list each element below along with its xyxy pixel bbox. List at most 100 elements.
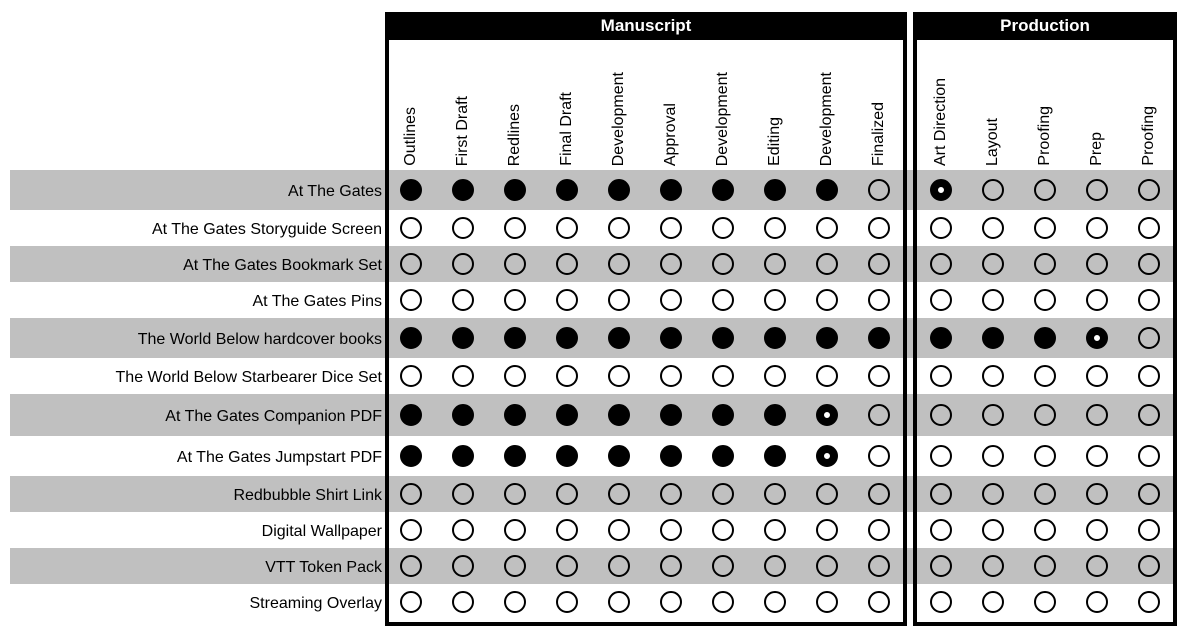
complete-circle-icon bbox=[660, 327, 682, 349]
empty-circle-icon bbox=[982, 179, 1004, 201]
empty-circle-icon bbox=[400, 483, 422, 505]
empty-circle-icon bbox=[504, 365, 526, 387]
empty-circle-icon bbox=[400, 555, 422, 577]
empty-circle-icon bbox=[868, 404, 890, 426]
empty-circle-icon bbox=[452, 519, 474, 541]
empty-circle-icon bbox=[930, 365, 952, 387]
empty-circle-icon bbox=[452, 217, 474, 239]
empty-circle-icon bbox=[1034, 591, 1056, 613]
empty-circle-icon bbox=[504, 591, 526, 613]
empty-circle-icon bbox=[816, 217, 838, 239]
empty-circle-icon bbox=[1034, 289, 1056, 311]
table-row bbox=[10, 476, 1176, 512]
complete-circle-icon bbox=[504, 179, 526, 201]
empty-circle-icon bbox=[1086, 179, 1108, 201]
empty-circle-icon bbox=[1086, 555, 1108, 577]
empty-circle-icon bbox=[982, 253, 1004, 275]
empty-circle-icon bbox=[504, 519, 526, 541]
empty-circle-icon bbox=[1138, 445, 1160, 467]
manuscript-header: Manuscript bbox=[385, 12, 907, 40]
row-label: At The Gates Jumpstart PDF bbox=[176, 449, 382, 466]
column-header-1-0: Art Direction bbox=[932, 77, 949, 166]
empty-circle-icon bbox=[1086, 519, 1108, 541]
empty-circle-icon bbox=[1138, 217, 1160, 239]
column-header-0-3: Final Draft bbox=[558, 92, 575, 166]
complete-circle-icon bbox=[982, 327, 1004, 349]
empty-circle-icon bbox=[608, 365, 630, 387]
empty-circle-icon bbox=[1086, 289, 1108, 311]
complete-circle-icon bbox=[556, 404, 578, 426]
empty-circle-icon bbox=[400, 365, 422, 387]
empty-circle-icon bbox=[1138, 404, 1160, 426]
row-label: The World Below hardcover books bbox=[137, 331, 382, 348]
complete-circle-icon bbox=[400, 445, 422, 467]
empty-circle-icon bbox=[556, 289, 578, 311]
empty-circle-icon bbox=[764, 365, 786, 387]
empty-circle-icon bbox=[1138, 555, 1160, 577]
empty-circle-icon bbox=[816, 289, 838, 311]
empty-circle-icon bbox=[608, 253, 630, 275]
column-header-0-4: Development bbox=[610, 71, 627, 166]
empty-circle-icon bbox=[868, 591, 890, 613]
row-label: At The Gates Companion PDF bbox=[165, 408, 382, 425]
empty-circle-icon bbox=[764, 289, 786, 311]
empty-circle-icon bbox=[1034, 483, 1056, 505]
empty-circle-icon bbox=[982, 483, 1004, 505]
empty-circle-icon bbox=[868, 253, 890, 275]
empty-circle-icon bbox=[1034, 555, 1056, 577]
empty-circle-icon bbox=[400, 519, 422, 541]
table-row bbox=[10, 318, 1176, 358]
row-label: At The Gates Storyguide Screen bbox=[151, 221, 382, 238]
empty-circle-icon bbox=[1138, 289, 1160, 311]
empty-circle-icon bbox=[712, 253, 734, 275]
complete-circle-icon bbox=[608, 445, 630, 467]
complete-circle-icon bbox=[712, 404, 734, 426]
empty-circle-icon bbox=[930, 519, 952, 541]
empty-circle-icon bbox=[712, 591, 734, 613]
empty-circle-icon bbox=[660, 217, 682, 239]
empty-circle-icon bbox=[1138, 591, 1160, 613]
empty-circle-icon bbox=[982, 365, 1004, 387]
table-row bbox=[10, 170, 1176, 210]
complete-circle-icon bbox=[452, 179, 474, 201]
empty-circle-icon bbox=[400, 253, 422, 275]
empty-circle-icon bbox=[816, 591, 838, 613]
empty-circle-icon bbox=[1086, 253, 1108, 275]
empty-circle-icon bbox=[930, 591, 952, 613]
empty-circle-icon bbox=[868, 483, 890, 505]
empty-circle-icon bbox=[452, 365, 474, 387]
empty-circle-icon bbox=[608, 483, 630, 505]
complete-circle-icon bbox=[608, 179, 630, 201]
empty-circle-icon bbox=[1034, 179, 1056, 201]
complete-circle-icon bbox=[816, 327, 838, 349]
empty-circle-icon bbox=[816, 519, 838, 541]
empty-circle-icon bbox=[1086, 483, 1108, 505]
complete-circle-icon bbox=[660, 445, 682, 467]
empty-circle-icon bbox=[868, 555, 890, 577]
row-label: At The Gates Pins bbox=[252, 293, 382, 310]
complete-circle-icon bbox=[930, 327, 952, 349]
empty-circle-icon bbox=[868, 217, 890, 239]
empty-circle-icon bbox=[608, 591, 630, 613]
empty-circle-icon bbox=[400, 217, 422, 239]
column-header-0-9: Finalized bbox=[870, 101, 887, 166]
empty-circle-icon bbox=[930, 217, 952, 239]
empty-circle-icon bbox=[1138, 365, 1160, 387]
column-header-0-1: First Draft bbox=[454, 95, 471, 166]
empty-circle-icon bbox=[556, 555, 578, 577]
empty-circle-icon bbox=[1086, 404, 1108, 426]
complete-circle-icon bbox=[556, 445, 578, 467]
row-label: VTT Token Pack bbox=[265, 559, 382, 576]
in-progress-circle-icon bbox=[1086, 327, 1108, 349]
column-header-0-6: Development bbox=[714, 71, 731, 166]
empty-circle-icon bbox=[660, 591, 682, 613]
empty-circle-icon bbox=[712, 365, 734, 387]
column-header-1-2: Proofing bbox=[1036, 106, 1053, 166]
complete-circle-icon bbox=[764, 445, 786, 467]
empty-circle-icon bbox=[816, 365, 838, 387]
row-label: At The Gates bbox=[288, 183, 382, 200]
empty-circle-icon bbox=[868, 445, 890, 467]
row-label: Digital Wallpaper bbox=[261, 523, 382, 540]
complete-circle-icon bbox=[608, 404, 630, 426]
table-row bbox=[10, 548, 1176, 584]
